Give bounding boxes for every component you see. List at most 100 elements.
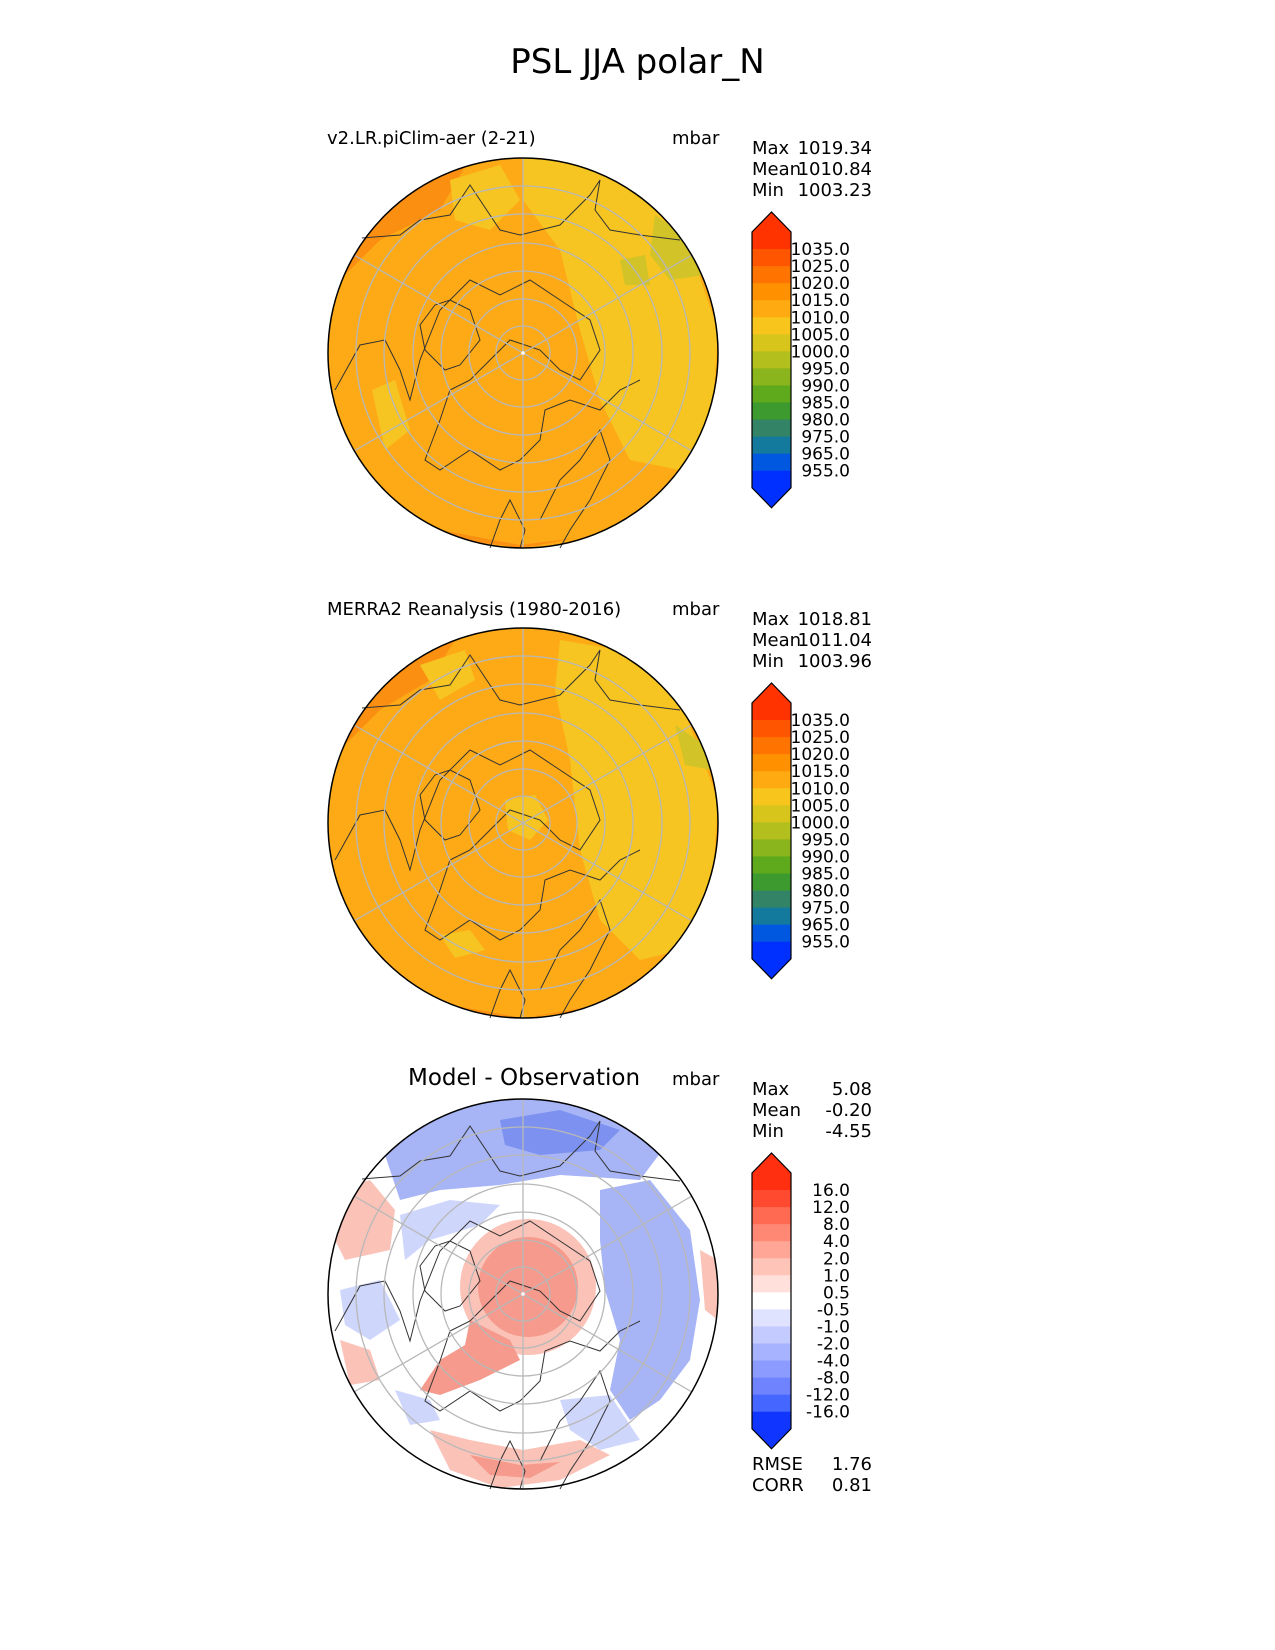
- panel3-colorbar-color-segment: [752, 1258, 791, 1276]
- panel1-colorbar-tick-label: 1010.0: [791, 308, 850, 328]
- panel3-colorbar-color-segment: [752, 1275, 791, 1293]
- panel3-colorbar-tick-label: 16.0: [812, 1181, 850, 1201]
- panel3-colorbar: 16.012.08.04.02.01.00.5-0.5-1.0-2.0-4.0-…: [751, 1152, 850, 1450]
- panel2-colorbar-tick-label: 1025.0: [791, 728, 850, 748]
- panel2-colorbar-color-segment: [752, 873, 791, 892]
- panel2-colorbar-tick-label: 980.0: [801, 882, 850, 902]
- panel3-colorbar-color-segment: [752, 1360, 791, 1379]
- panel1-colorbar-tick-label: 965.0: [801, 445, 850, 465]
- panel3-positive-anomaly: [340, 1340, 380, 1385]
- panel3-colorbar-tick-label: 0.5: [823, 1283, 850, 1303]
- panel1-colorbar-color-segment: [752, 283, 791, 301]
- panel1-colorbar-color-segment: [752, 300, 791, 318]
- panel2-colorbar-color-segment: [752, 720, 791, 738]
- panel2-colorbar-tick-label: 1000.0: [791, 813, 850, 833]
- panel2-colorbar-color-segment: [752, 771, 791, 789]
- panel1-colorbar-tick-label: 1000.0: [791, 342, 850, 362]
- panel2-colorbar-tick-label: 1005.0: [791, 796, 850, 816]
- panel2-colorbar-tick-label: 955.0: [801, 933, 850, 953]
- panel2-low-pressure-region: [675, 725, 712, 770]
- panel3-map-border: [327, 1098, 719, 1490]
- panel1-colorbar-color-segment: [752, 453, 791, 472]
- panel1-colorbar-color-segment: [752, 351, 791, 369]
- panel1-colorbar-color-segment: [752, 334, 791, 352]
- panel3-colorbar-tick-label: -1.0: [817, 1317, 850, 1337]
- panel1-colorbar-tick-label: 975.0: [801, 428, 850, 448]
- panel3-colorbar-color-segment: [752, 1411, 791, 1430]
- panel2-colorbar-tick-label: 1035.0: [791, 711, 850, 731]
- panel1-colorbar-color-segment: [752, 402, 791, 421]
- panel2-low-pressure-region: [505, 795, 548, 840]
- panel3-colorbar-tick-label: -8.0: [817, 1369, 850, 1389]
- panel3-colorbar-color-segment: [752, 1377, 791, 1396]
- panel3-colorbar-tick-label: -12.0: [806, 1386, 850, 1406]
- panel1-colorbar: 1035.01025.01020.01015.01010.01005.01000…: [751, 211, 850, 509]
- panel2-stat-max: Max 1018.81: [752, 609, 872, 630]
- panel2-stat-min: Min 1003.96: [752, 651, 872, 672]
- panel1-low-pressure-region: [372, 380, 410, 450]
- panel3-negative-anomaly: [560, 1395, 640, 1450]
- panel1-colorbar-color-segment: [752, 368, 791, 386]
- panel3-colorbar-tick-label: -0.5: [817, 1300, 850, 1320]
- panel1-colorbar-tick-label: 1025.0: [791, 257, 850, 277]
- panel2-map: [327, 627, 719, 1019]
- panel3-colorbar-color-segment: [752, 1394, 791, 1413]
- panel3-positive-anomaly: [700, 1250, 718, 1320]
- panel3-colorbar-tick-label: -16.0: [806, 1403, 850, 1423]
- figure-title: PSL JJA polar_N: [510, 42, 765, 82]
- panel1-colorbar-color-segment: [752, 436, 791, 455]
- panel1-stat-mean: Mean 1010.84: [752, 159, 872, 180]
- panel1-colorbar-color-segment: [752, 232, 791, 250]
- panel1-stat-min: Min 1003.23: [752, 180, 872, 201]
- panel1-colorbar-tick-label: 990.0: [801, 376, 850, 396]
- panel2-stat-mean: Mean 1011.04: [752, 630, 872, 651]
- panel3-stat-min: Min -4.55: [752, 1121, 872, 1142]
- panel1-colorbar-color-segment: [752, 470, 791, 489]
- panel3-stat-mean: Mean -0.20: [752, 1100, 872, 1121]
- panel3-colorbar-color-segment: [752, 1224, 791, 1242]
- panel2-colorbar-color-segment: [752, 924, 791, 943]
- panel2-high-pressure-region: [328, 632, 460, 750]
- panel1-map: [327, 157, 719, 549]
- panel3-negative-anomaly: [500, 1110, 620, 1155]
- panel2-colorbar-color-segment: [752, 703, 791, 721]
- panel3-colorbar-color-segment: [752, 1241, 791, 1259]
- panel3-colorbar-over-triangle: [752, 1153, 791, 1173]
- panel2-colorbar-tick-label: 1010.0: [791, 779, 850, 799]
- panel2-colorbar-over-triangle: [752, 683, 791, 703]
- panel2-colorbar-color-segment: [752, 805, 791, 823]
- panel1-stat-max: Max 1019.34: [752, 138, 872, 159]
- panel3-colorbar-tick-label: 8.0: [823, 1215, 850, 1235]
- panel3-colorbar-color-segment: [752, 1309, 791, 1327]
- panel3-metric-rmse: RMSE 1.76: [752, 1454, 872, 1475]
- panel3-colorbar-color-segment: [752, 1326, 791, 1344]
- panel2-colorbar-color-segment: [752, 737, 791, 755]
- panel2-colorbar-tick-label: 975.0: [801, 899, 850, 919]
- panel2-colorbar: 1035.01025.01020.01015.01010.01005.01000…: [751, 682, 850, 980]
- panel3-colorbar-tick-label: 4.0: [823, 1232, 850, 1252]
- panel1-colorbar-tick-label: 985.0: [801, 394, 850, 414]
- panel3-stat-max: Max 5.08: [752, 1079, 872, 1100]
- panel2-map-border: [327, 627, 719, 1019]
- panel3-colorbar-tick-label: 2.0: [823, 1249, 850, 1269]
- panel1-map-border: [327, 157, 719, 549]
- panel3-positive-anomaly: [430, 1430, 610, 1488]
- panel2-units: mbar: [672, 599, 720, 620]
- panel3-colorbar-color-segment: [752, 1207, 791, 1225]
- panel1-colorbar-color-segment: [752, 266, 791, 284]
- panel1-pole-marker: [521, 351, 525, 355]
- panel1-colorbar-color-segment: [752, 317, 791, 335]
- panel1-low-pressure-region: [450, 165, 520, 230]
- panel3-colorbar-color-segment: [752, 1190, 791, 1208]
- panel3-label: Model - Observation: [408, 1065, 641, 1091]
- panel1-colorbar-tick-label: 1015.0: [791, 291, 850, 311]
- panel2-colorbar-tick-label: 965.0: [801, 916, 850, 936]
- panel1-colorbar-over-triangle: [752, 212, 791, 232]
- panel3-colorbar-tick-label: 12.0: [812, 1198, 850, 1218]
- panel3-colorbar-tick-label: -2.0: [817, 1335, 850, 1355]
- panel2-colorbar-outline: [751, 682, 792, 980]
- panel3-negative-anomaly: [600, 1180, 700, 1420]
- panel3-colorbar-outline: [751, 1152, 792, 1450]
- panel1-colorbar-tick-label: 955.0: [801, 462, 850, 482]
